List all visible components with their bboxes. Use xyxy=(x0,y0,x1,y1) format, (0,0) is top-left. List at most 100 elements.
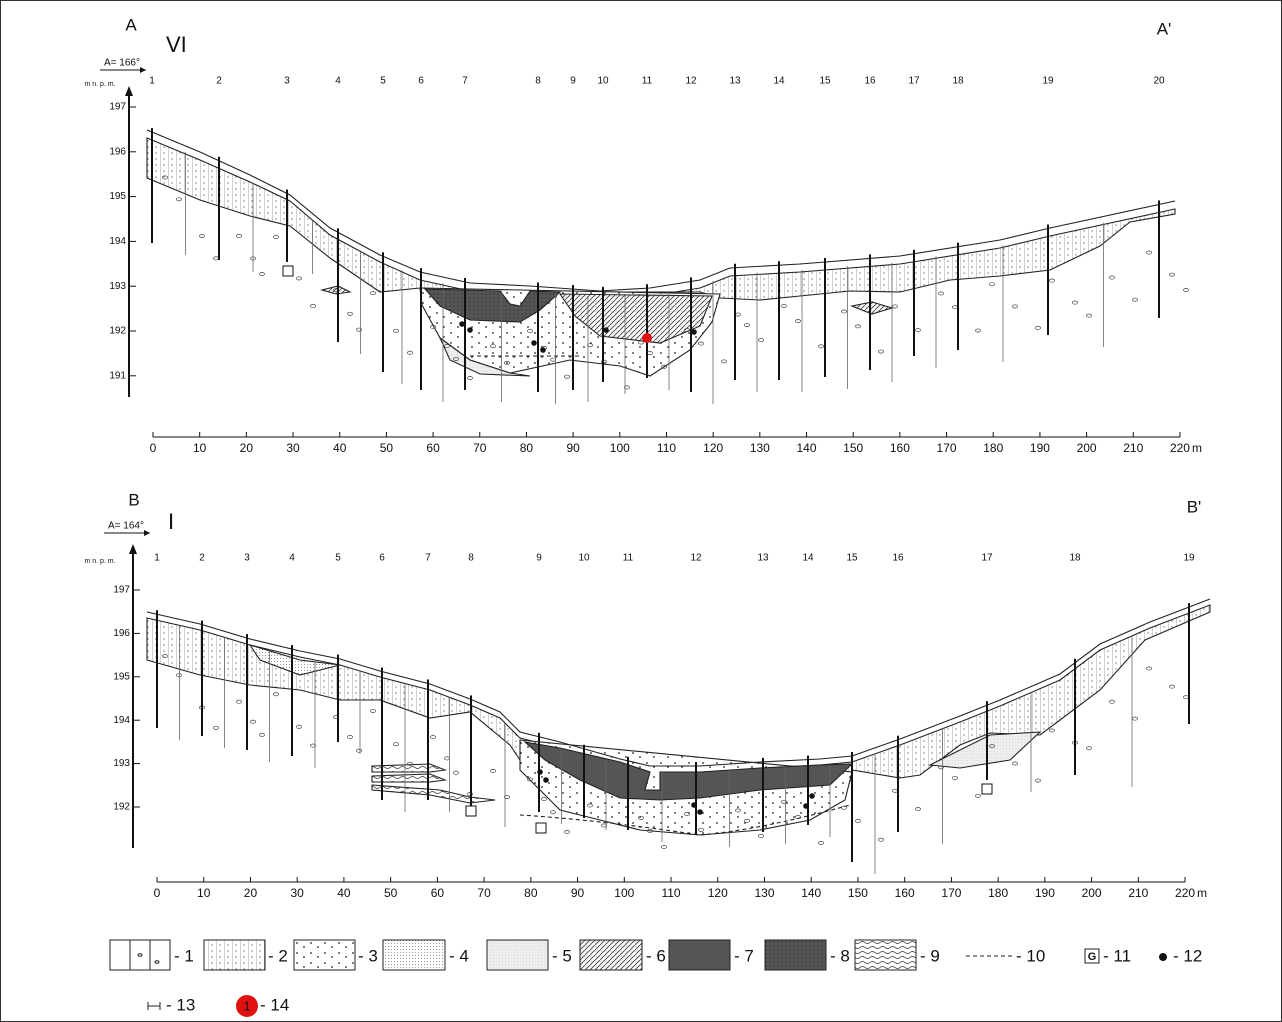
pebble xyxy=(259,732,265,737)
x-tick-label: 80 xyxy=(524,886,538,900)
pebble xyxy=(356,748,362,753)
pebble xyxy=(1035,778,1041,783)
pebble xyxy=(975,328,981,333)
x-tick-label: 210 xyxy=(1123,441,1143,455)
x-tick-label: 180 xyxy=(983,441,1003,455)
pebble xyxy=(213,256,219,261)
pebble xyxy=(601,823,607,828)
legend-symbol: 1 xyxy=(243,998,250,1013)
pebble xyxy=(1086,313,1092,318)
borehole-number: 15 xyxy=(819,76,831,87)
pebble xyxy=(647,829,653,833)
pebble xyxy=(564,830,570,834)
x-tick-label: 110 xyxy=(661,886,680,900)
borehole-number: 4 xyxy=(335,76,341,87)
pebble xyxy=(915,807,921,812)
pebble xyxy=(250,719,256,724)
pebble xyxy=(453,770,459,775)
x-tick-label: 200 xyxy=(1082,886,1102,900)
x-tick-label: 10 xyxy=(197,886,211,900)
pebble xyxy=(444,343,450,348)
borehole-number: 8 xyxy=(468,553,474,564)
pebble xyxy=(393,742,399,747)
borehole-number: 17 xyxy=(981,553,993,564)
pebble xyxy=(975,793,981,798)
pebble xyxy=(1169,684,1175,689)
x-tick-label: 160 xyxy=(895,886,915,900)
pebble xyxy=(504,795,510,799)
pebble xyxy=(744,818,750,823)
section-number: VI xyxy=(166,32,187,57)
pebble xyxy=(393,328,399,333)
pebble xyxy=(781,799,787,804)
sample-dot xyxy=(537,769,543,775)
x-tick-label: 40 xyxy=(337,886,351,900)
x-tick-label: 120 xyxy=(708,886,728,900)
x-tick-label: 170 xyxy=(937,441,957,455)
x-tick-label: 30 xyxy=(286,441,300,455)
pebble xyxy=(989,282,995,287)
pebble xyxy=(795,319,801,324)
y-tick-label: 197 xyxy=(113,585,130,596)
borehole-number: 19 xyxy=(1042,76,1054,87)
borehole-number: 6 xyxy=(418,76,424,87)
pebble xyxy=(213,725,219,730)
borehole-number: 17 xyxy=(908,76,920,87)
sample-dot xyxy=(459,321,465,327)
borehole-number: 2 xyxy=(199,553,205,564)
borehole-number: 14 xyxy=(773,76,785,87)
pebble xyxy=(347,735,353,739)
legend-label: - 5 xyxy=(552,946,572,965)
y-tick-label: 193 xyxy=(113,758,130,769)
pebble xyxy=(273,692,279,697)
x-tick-label: 140 xyxy=(797,441,817,455)
y-tick-label: 197 xyxy=(109,102,126,113)
g-marker xyxy=(981,783,993,795)
borehole-number: 18 xyxy=(952,76,964,87)
x-tick-label: 200 xyxy=(1077,441,1097,455)
pebble xyxy=(236,233,242,238)
pebble xyxy=(989,744,995,749)
borehole-number: 20 xyxy=(1153,76,1165,87)
x-tick-label: 140 xyxy=(801,886,821,900)
pebble xyxy=(490,344,496,349)
section-number: I xyxy=(168,509,174,534)
legend-label: - 13 xyxy=(166,995,195,1014)
borehole-number: 14 xyxy=(802,553,814,564)
legend-symbols xyxy=(109,939,1167,1017)
pebble xyxy=(661,845,667,849)
pebble xyxy=(430,324,436,329)
pebble xyxy=(176,673,182,678)
borehole-number: 11 xyxy=(623,553,634,564)
x-tick-label: 70 xyxy=(473,441,487,455)
pebble xyxy=(430,735,436,740)
borehole-number: 1 xyxy=(154,553,160,564)
pebble xyxy=(841,309,847,314)
legend-label: - 6 xyxy=(646,946,666,965)
x-tick-label: 190 xyxy=(1035,886,1055,900)
borehole-number: 7 xyxy=(425,553,431,564)
x-tick-label: 170 xyxy=(941,886,961,900)
x-tick-label: 150 xyxy=(843,441,863,455)
legend-label: - 4 xyxy=(449,946,469,965)
pebble xyxy=(1132,297,1138,302)
x-tick-label: 190 xyxy=(1030,441,1050,455)
pebble xyxy=(370,708,376,713)
g-marker xyxy=(535,822,547,834)
borehole-number: 19 xyxy=(1183,553,1195,564)
borehole-number: 12 xyxy=(685,76,697,87)
pebble xyxy=(878,837,884,842)
pebble xyxy=(698,827,704,832)
pebble xyxy=(1049,278,1055,283)
pebble xyxy=(370,291,376,296)
pebble xyxy=(878,349,884,354)
pebble xyxy=(453,356,459,361)
pebble xyxy=(1146,666,1152,671)
pebble xyxy=(744,323,750,327)
pebble xyxy=(259,272,265,276)
borehole-number: 1 xyxy=(149,76,155,87)
pebble xyxy=(952,775,958,780)
pebble xyxy=(541,797,547,801)
borehole-number: 2 xyxy=(216,76,222,87)
